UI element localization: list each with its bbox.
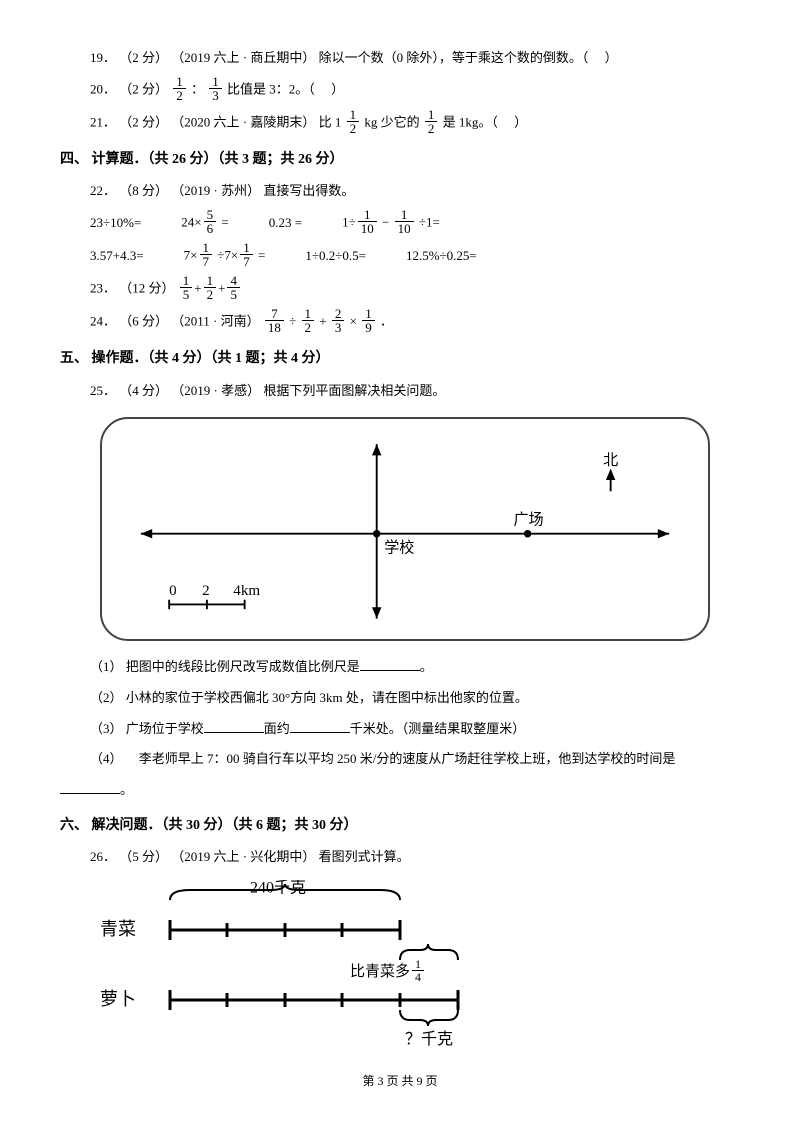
svg-text:4km: 4km bbox=[233, 583, 260, 599]
section-5-heading: 五、 操作题．（共 4 分）（共 1 题；共 4 分） bbox=[60, 346, 740, 373]
fraction: 14 bbox=[412, 958, 424, 983]
question-23: 23． （12 分） 15+12+45 bbox=[90, 276, 740, 303]
calc-row-2: 3.57+4.3= 7×17 ÷7×17 = 1÷0.2÷0.5= 12.5%÷… bbox=[90, 243, 740, 270]
colon: ： bbox=[191, 81, 204, 96]
q-src: （2011 · 河南） bbox=[171, 313, 259, 328]
question-21: 21． （2 分） （2020 六上 · 嘉陵期末） 比 1 12 kg 少它的… bbox=[90, 110, 740, 137]
bar-svg: 240千克 青菜 萝卜 ？千克 bbox=[90, 880, 510, 1050]
question-24: 24． （6 分） （2011 · 河南） 718 ÷ 12 + 23 × 19… bbox=[90, 309, 740, 336]
map-svg: 学校 广场 北 0 2 4km bbox=[122, 429, 688, 629]
svg-text:青菜: 青菜 bbox=[100, 919, 136, 939]
q-text: 除以一个数（0 除外），等于乘这个数的倒数。（ bbox=[319, 50, 589, 65]
q25-sub1: （1） 把图中的线段比例尺改写成数值比例尺是。 bbox=[90, 655, 740, 680]
q-num: 23． bbox=[90, 280, 116, 295]
fraction: 23 bbox=[332, 307, 345, 334]
q-num: 22． bbox=[90, 183, 116, 198]
q25-sub3: （3） 广场位于学校面约千米处。（测量结果取整厘米） bbox=[90, 717, 740, 742]
fraction: 17 bbox=[200, 241, 213, 268]
q-text: 根据下列平面图解决相关问题。 bbox=[263, 383, 445, 398]
q-text: 是 1kg。（ bbox=[443, 114, 498, 129]
fraction: 13 bbox=[209, 75, 222, 102]
more-label: 比青菜多14 bbox=[350, 958, 426, 987]
q-text: 直接写出得数。 bbox=[263, 183, 354, 198]
question-25: 25． （4 分） （2019 · 孝感） 根据下列平面图解决相关问题。 bbox=[90, 379, 740, 404]
fraction: 45 bbox=[227, 274, 240, 301]
svg-text:2: 2 bbox=[202, 583, 210, 599]
q-text: kg 少它的 bbox=[364, 114, 423, 129]
q-num: 25． bbox=[90, 383, 116, 398]
q-text: ） bbox=[514, 114, 527, 129]
square-label: 广场 bbox=[513, 512, 543, 529]
calc-row-1: 23÷10%= 24×56 = 0.23 = 1÷110 − 110 ÷1= bbox=[90, 210, 740, 237]
fraction: 19 bbox=[362, 307, 375, 334]
q-pts: （2 分） bbox=[119, 81, 168, 96]
fraction: 12 bbox=[302, 307, 315, 334]
q25-sub4-blank: 。 bbox=[60, 778, 740, 803]
q-text: 比值是 3：2。（ bbox=[227, 81, 315, 96]
calc-item: 3.57+4.3= bbox=[90, 244, 144, 269]
q-num: 26． bbox=[90, 849, 116, 864]
fraction: 12 bbox=[173, 75, 186, 102]
q25-sub4: （4） 李老师早上 7：00 骑自行车以平均 250 米/分的速度从广场赶往学校… bbox=[90, 747, 740, 772]
svg-text:0: 0 bbox=[169, 583, 177, 599]
page: 19． （2 分） （2019 六上 · 商丘期中） 除以一个数（0 除外），等… bbox=[0, 0, 800, 1113]
fraction: 56 bbox=[204, 208, 217, 235]
q-text: ） bbox=[331, 81, 344, 96]
svg-text:萝卜: 萝卜 bbox=[100, 989, 136, 1009]
q25-sub2: （2） 小林的家位于学校西偏北 30°方向 3km 处，请在图中标出他家的位置。 bbox=[90, 686, 740, 711]
q-src: （2020 六上 · 嘉陵期末） bbox=[171, 114, 315, 129]
calc-item: 24×56 = bbox=[181, 210, 228, 237]
school-label: 学校 bbox=[384, 540, 414, 557]
calc-item: 12.5%÷0.25= bbox=[406, 244, 477, 269]
q-pts: （4 分） bbox=[119, 383, 168, 398]
fraction: 12 bbox=[204, 274, 217, 301]
calc-item: 0.23 = bbox=[269, 211, 302, 236]
q-num: 20． bbox=[90, 81, 116, 96]
blank bbox=[204, 719, 264, 733]
q-pts: （2 分） bbox=[119, 50, 168, 65]
q-num: 24． bbox=[90, 313, 116, 328]
q-pts: （2 分） bbox=[119, 114, 168, 129]
q-pts: （6 分） bbox=[119, 313, 168, 328]
section-4-heading: 四、 计算题．（共 26 分）（共 3 题；共 26 分） bbox=[60, 147, 740, 174]
blank bbox=[360, 657, 420, 671]
question-22: 22． （8 分） （2019 · 苏州） 直接写出得数。 bbox=[90, 179, 740, 204]
q-src: （2019 · 孝感） bbox=[171, 383, 260, 398]
question-19: 19． （2 分） （2019 六上 · 商丘期中） 除以一个数（0 除外），等… bbox=[90, 46, 740, 71]
q-pts: （8 分） bbox=[119, 183, 168, 198]
svg-text:240千克: 240千克 bbox=[250, 880, 306, 896]
q-pts: （12 分） bbox=[119, 280, 174, 295]
fraction: 12 bbox=[425, 108, 438, 135]
north-label: 北 bbox=[603, 452, 618, 469]
fraction: 15 bbox=[180, 274, 193, 301]
q-src: （2019 六上 · 兴化期中） bbox=[171, 849, 315, 864]
question-26: 26． （5 分） （2019 六上 · 兴化期中） 看图列式计算。 bbox=[90, 845, 740, 870]
fraction: 17 bbox=[240, 241, 253, 268]
q-pts: （5 分） bbox=[119, 849, 168, 864]
q-src: （2019 · 苏州） bbox=[171, 183, 260, 198]
calc-item: 7×17 ÷7×17 = bbox=[184, 243, 266, 270]
bar-diagram: 240千克 青菜 萝卜 ？千克 比青菜多14 bbox=[90, 880, 510, 1050]
blank bbox=[290, 719, 350, 733]
calc-item: 23÷10%= bbox=[90, 211, 141, 236]
calc-item: 1÷0.2÷0.5= bbox=[305, 244, 366, 269]
q-text: 比 1 bbox=[319, 114, 342, 129]
q-src: （2019 六上 · 商丘期中） bbox=[171, 50, 315, 65]
q-num: 19． bbox=[90, 50, 116, 65]
fraction: 12 bbox=[347, 108, 360, 135]
page-footer: 第 3 页 共 9 页 bbox=[60, 1070, 740, 1093]
blank bbox=[60, 780, 120, 794]
fraction: 718 bbox=[265, 307, 284, 334]
q-num: 21． bbox=[90, 114, 116, 129]
q-text: 看图列式计算。 bbox=[319, 849, 410, 864]
fraction: 110 bbox=[395, 208, 414, 235]
fraction: 110 bbox=[358, 208, 377, 235]
q-text: ） bbox=[605, 50, 618, 65]
section-6-heading: 六、 解决问题．（共 30 分）（共 6 题；共 30 分） bbox=[60, 813, 740, 840]
calc-item: 1÷110 − 110 ÷1= bbox=[342, 210, 440, 237]
map-figure: 学校 广场 北 0 2 4km bbox=[100, 417, 710, 641]
question-20: 20． （2 分） 12 ： 13 比值是 3：2。（ ） bbox=[90, 77, 740, 104]
svg-text:？千克: ？千克 bbox=[405, 1030, 453, 1048]
